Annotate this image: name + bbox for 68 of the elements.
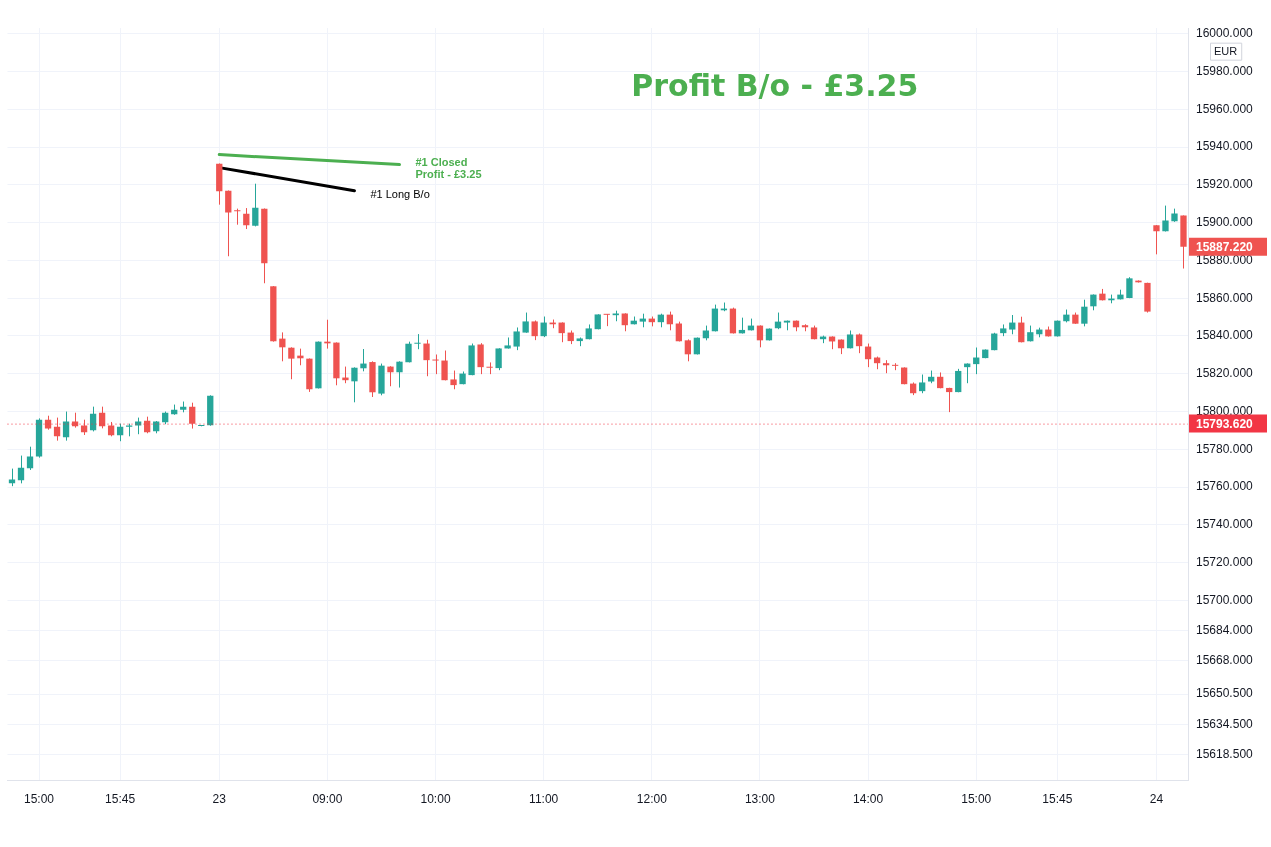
candlestick [1072, 312, 1079, 325]
x-tick-label: 11:00 [529, 791, 559, 806]
candlestick [612, 310, 619, 322]
y-tick-label: 15780.000 [1196, 441, 1254, 456]
candlestick [378, 363, 385, 396]
x-tick-label: 15:45 [105, 791, 136, 806]
y-tick-label: 15740.000 [1196, 517, 1254, 532]
y-tick-label: 15700.000 [1196, 592, 1254, 607]
y-tick-label: 15880.000 [1196, 252, 1254, 267]
y-tick-label: 15760.000 [1196, 479, 1254, 494]
candlestick [441, 350, 448, 381]
y-tick-label: 15820.000 [1196, 366, 1254, 381]
x-tick-label: 10:00 [420, 791, 451, 806]
y-tick-label: 15920.000 [1196, 177, 1254, 192]
candlestick [1180, 214, 1187, 270]
candlestick [1144, 282, 1151, 314]
x-tick-label: 15:45 [1042, 791, 1073, 806]
candlestick [306, 357, 313, 393]
x-tick-label: 15:00 [24, 791, 55, 806]
candlestick [405, 341, 412, 363]
candlestick [459, 371, 466, 385]
text: Profit B/o - £3.25 [631, 67, 919, 103]
y-tick-label: 15634.500 [1196, 716, 1254, 731]
y-tick-label: 16000.000 [1196, 25, 1254, 40]
y-tick-label: 15980.000 [1196, 63, 1254, 78]
candlestick [450, 370, 457, 390]
y-tick-label: 15650.500 [1196, 686, 1254, 701]
series-label: #1 Long B/o [370, 187, 430, 200]
x-tick-label: 15:00 [961, 791, 992, 806]
text: EUR [1214, 44, 1238, 57]
candlestick [504, 336, 511, 350]
x-tick-label: 14:00 [853, 791, 884, 806]
x-tick-label: 12:00 [636, 791, 668, 806]
candlestick [513, 326, 520, 351]
candlestick [495, 347, 502, 371]
candlestick [468, 343, 475, 376]
y-tick-label: 15940.000 [1196, 139, 1254, 154]
candlestick [333, 341, 340, 386]
x-tick-label: 13:00 [744, 791, 776, 806]
candlestick [351, 366, 358, 403]
x-tick-label: 24 [1149, 791, 1164, 806]
y-tick-label: 15840.000 [1196, 328, 1254, 343]
candlestick [369, 360, 376, 398]
candlestick [1153, 224, 1160, 255]
x-tick-label: 23 [212, 791, 227, 806]
y-tick-label: 15900.000 [1196, 214, 1254, 229]
y-tick-label: 15668.000 [1196, 653, 1254, 668]
candlestick [423, 339, 430, 377]
text: 15887.220 [1196, 240, 1254, 255]
ref-line-label: 15793.620 [1196, 416, 1254, 431]
x-tick-label: 09:00 [312, 791, 343, 806]
candlestick [486, 361, 493, 375]
y-tick-label: 15860.000 [1196, 290, 1254, 305]
series-label: #1 Closed Profit - £3.25 [415, 155, 482, 180]
candlestick [288, 346, 295, 380]
candlestick [1081, 299, 1088, 327]
y-tick-label: 15800.000 [1196, 403, 1254, 418]
candlestick [1126, 276, 1133, 299]
y-tick-label: 15960.000 [1196, 101, 1254, 116]
candlestick [693, 336, 701, 355]
candlestick [315, 340, 322, 390]
candlestick [414, 333, 421, 350]
y-tick-label: 15720.000 [1196, 555, 1254, 570]
candlestick [477, 342, 484, 375]
candlestick [396, 360, 403, 389]
candlestick [432, 354, 439, 375]
y-tick-label: 15618.500 [1196, 746, 1254, 761]
y-tick-label: 15684.000 [1196, 623, 1254, 638]
